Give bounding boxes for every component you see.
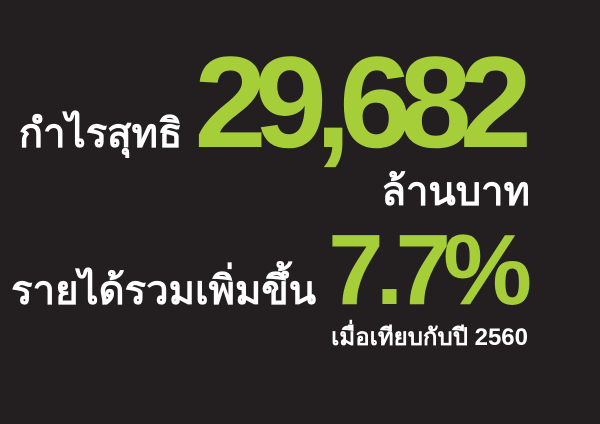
net-profit-label: กำไรสุทธิ: [18, 112, 183, 156]
net-profit-row: กำไรสุทธิ 29,682: [10, 37, 532, 167]
revenue-growth-row: รายได้รวมเพิ่มขึ้น 7.7%: [10, 220, 532, 320]
net-profit-value: 29,682: [194, 29, 532, 175]
net-profit-unit: ล้านบาท: [381, 170, 530, 214]
revenue-growth-value: 7.7%: [328, 214, 532, 326]
revenue-growth-note: เมื่อเทียบกับปี 2560: [331, 324, 528, 351]
revenue-growth-label: รายได้รวมเพิ่มขึ้น: [11, 269, 317, 313]
